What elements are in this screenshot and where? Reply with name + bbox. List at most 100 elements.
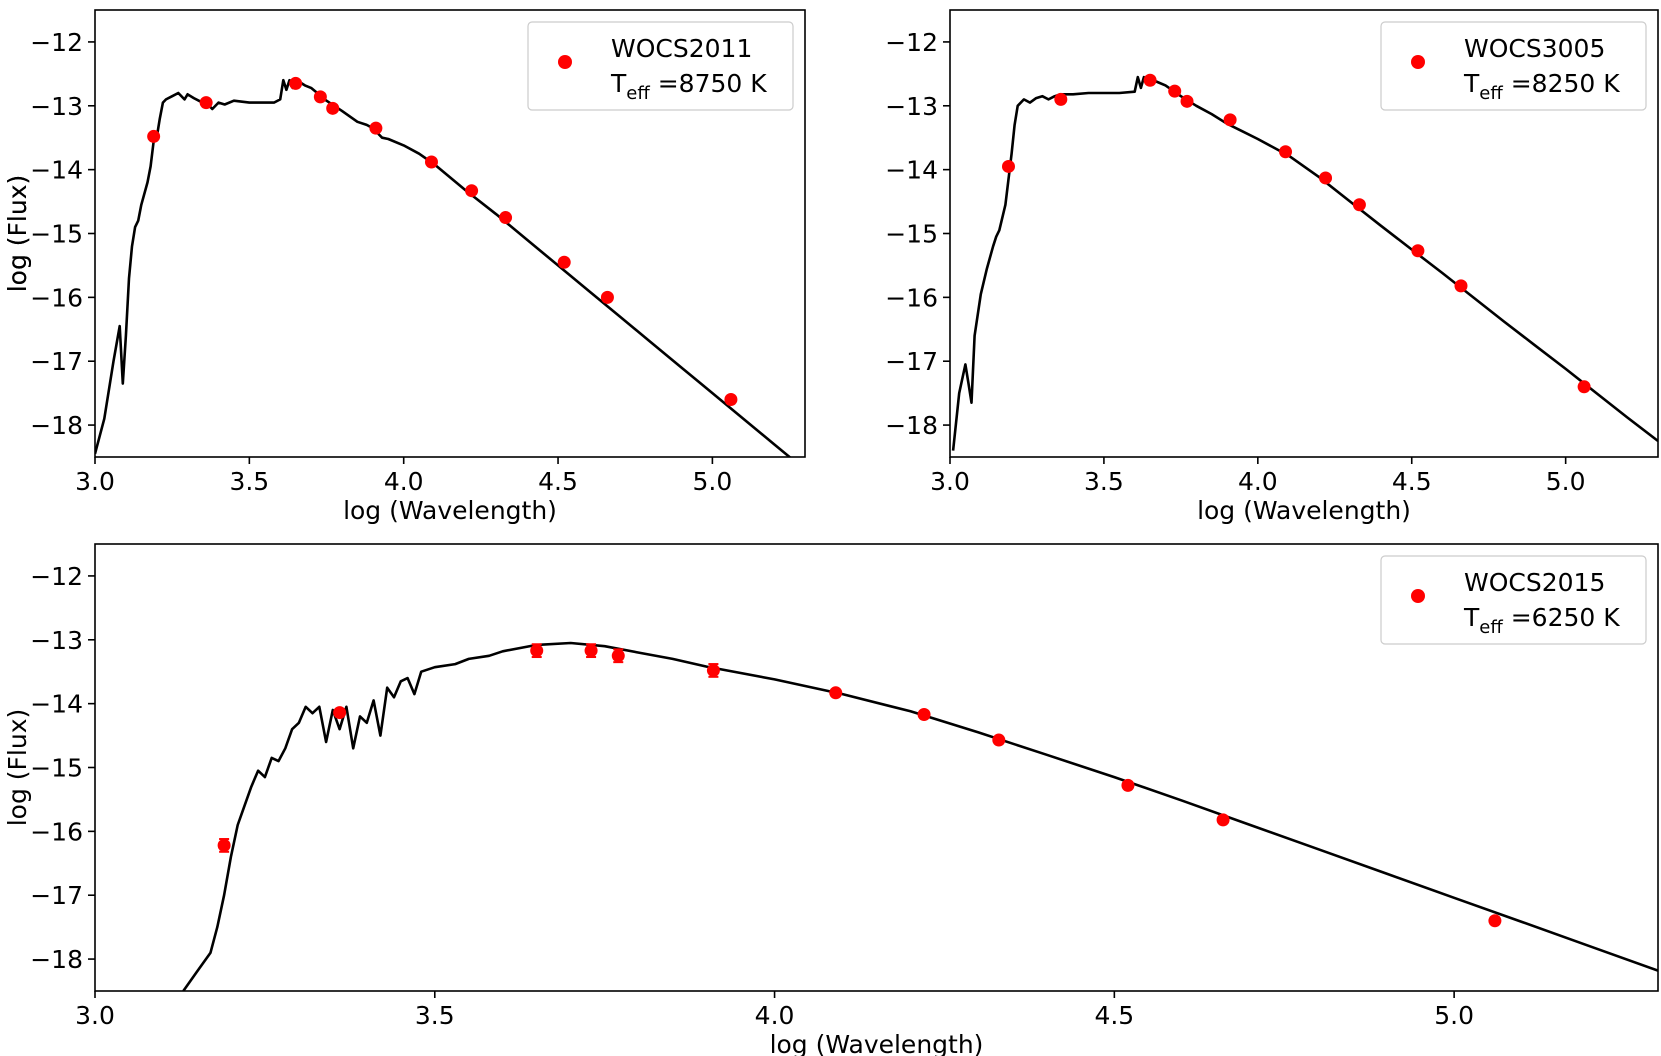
x-tick-label: 3.0 [75, 1001, 115, 1030]
x-tick-label: 4.5 [538, 467, 578, 496]
data-point [1454, 279, 1468, 293]
x-tick-label: 5.0 [1546, 467, 1586, 496]
model-spectrum-line [95, 78, 792, 457]
y-tick-label: −18 [30, 411, 83, 440]
x-tick-label: 4.0 [1238, 467, 1278, 496]
data-point [1180, 94, 1194, 108]
data-point [1121, 778, 1135, 792]
data-point [147, 129, 161, 143]
y-tick-label: −13 [30, 92, 83, 121]
data-point [706, 663, 720, 677]
legend: WOCS3005 Teff =8250 K [1380, 21, 1647, 111]
x-axis-label: log (Wavelength) [1197, 496, 1411, 525]
y-tick-label: −12 [885, 28, 938, 57]
y-tick-label: −14 [30, 690, 83, 719]
chart-panel-wocs2011: 3.0 3.5 4.0 4.5 5.0 −12 −13 −14 −15 −16 −17 −18 log … [3, 9, 806, 525]
data-point [369, 121, 383, 135]
x-tick-label: 5.0 [693, 467, 733, 496]
y-axis-label: log (Flux) [3, 175, 32, 293]
x-tick-label: 3.0 [930, 467, 970, 496]
data-point [313, 90, 327, 104]
data-point [1054, 92, 1068, 106]
x-tick-label: 5.0 [1434, 1001, 1474, 1030]
legend: WOCS2015 Teff =6250 K [1380, 555, 1647, 645]
y-tick-label: −15 [885, 220, 938, 249]
y-tick-label: −16 [30, 817, 83, 846]
legend: WOCS2011 Teff =8750 K [527, 21, 794, 111]
legend-star-name: WOCS2011 [611, 34, 752, 63]
legend-star-name: WOCS2015 [1464, 568, 1605, 597]
legend-teff: Teff =8750 K [610, 69, 767, 104]
x-tick-label: 4.0 [384, 467, 424, 496]
data-point [1223, 113, 1237, 127]
y-tick-label: −15 [30, 220, 83, 249]
data-point [1143, 73, 1157, 87]
x-tick-label: 4.0 [755, 1001, 795, 1030]
y-tick-label: −17 [30, 347, 83, 376]
y-tick-label: −13 [885, 92, 938, 121]
chart-panel-wocs2015: 3.0 3.5 4.0 4.5 5.0 −12 −13 −14 −15 −16 −17 −18 log … [3, 543, 1659, 1056]
legend-box [1380, 21, 1647, 111]
y-tick-label: −14 [30, 156, 83, 185]
data-point [1488, 914, 1502, 928]
legend-marker [558, 55, 572, 69]
data-point [530, 644, 544, 658]
data-point [465, 184, 479, 198]
y-tick-label: −16 [30, 283, 83, 312]
data-point [1216, 813, 1230, 827]
x-tick-label: 3.0 [75, 467, 115, 496]
data-point [333, 706, 347, 720]
y-tick-label: −17 [30, 881, 83, 910]
data-point [1577, 380, 1591, 394]
data-point [1279, 145, 1293, 159]
data-point [1352, 198, 1366, 212]
y-tick-label: −16 [885, 283, 938, 312]
legend-marker [1411, 589, 1425, 603]
data-point [992, 733, 1006, 747]
y-axis-label: log (Flux) [3, 709, 32, 827]
y-tick-label: −14 [885, 156, 938, 185]
legend-teff: Teff =8250 K [1463, 69, 1620, 104]
legend-box [527, 21, 794, 111]
legend-teff: Teff =6250 K [1463, 603, 1620, 638]
x-axis-label: log (Wavelength) [770, 1030, 984, 1056]
data-point [289, 76, 303, 90]
data-point [829, 686, 843, 700]
y-tick-label: −17 [885, 347, 938, 376]
x-tick-label: 3.5 [415, 1001, 455, 1030]
data-point [557, 255, 571, 269]
x-tick-label: 3.5 [229, 467, 269, 496]
y-tick-label: −18 [30, 945, 83, 974]
x-tick-label: 4.5 [1094, 1001, 1134, 1030]
data-point [600, 290, 614, 304]
y-axis-label: log (Flux) [3, 175, 32, 293]
data-point [611, 649, 625, 663]
data-point [424, 155, 438, 169]
data-point [584, 644, 598, 658]
data-point [1411, 244, 1425, 258]
data-point [1319, 171, 1333, 185]
data-point [217, 838, 231, 852]
data-point [724, 393, 738, 407]
y-tick-label: −13 [30, 626, 83, 655]
data-point [917, 707, 931, 721]
y-tick-label: −12 [30, 562, 83, 591]
y-tick-label: −15 [30, 754, 83, 783]
model-spectrum-line [951, 75, 1658, 451]
data-point [1001, 159, 1015, 173]
x-axis-label: log (Wavelength) [343, 496, 557, 525]
model-spectrum-line [182, 641, 1658, 991]
legend-star-name: WOCS3005 [1464, 34, 1605, 63]
chart-panel-wocs3005: 3.0 3.5 4.0 4.5 5.0 −12 −13 −14 −15 −16 −17 −18 log … [3, 9, 1659, 525]
y-tick-label: −12 [30, 28, 83, 57]
x-tick-label: 3.5 [1084, 467, 1124, 496]
data-point [1168, 84, 1182, 98]
x-tick-label: 4.5 [1392, 467, 1432, 496]
y-tick-label: −18 [885, 411, 938, 440]
data-point [326, 101, 340, 115]
legend-marker [1411, 55, 1425, 69]
data-point [199, 96, 213, 110]
legend-box [1380, 555, 1647, 645]
data-point [499, 211, 513, 225]
